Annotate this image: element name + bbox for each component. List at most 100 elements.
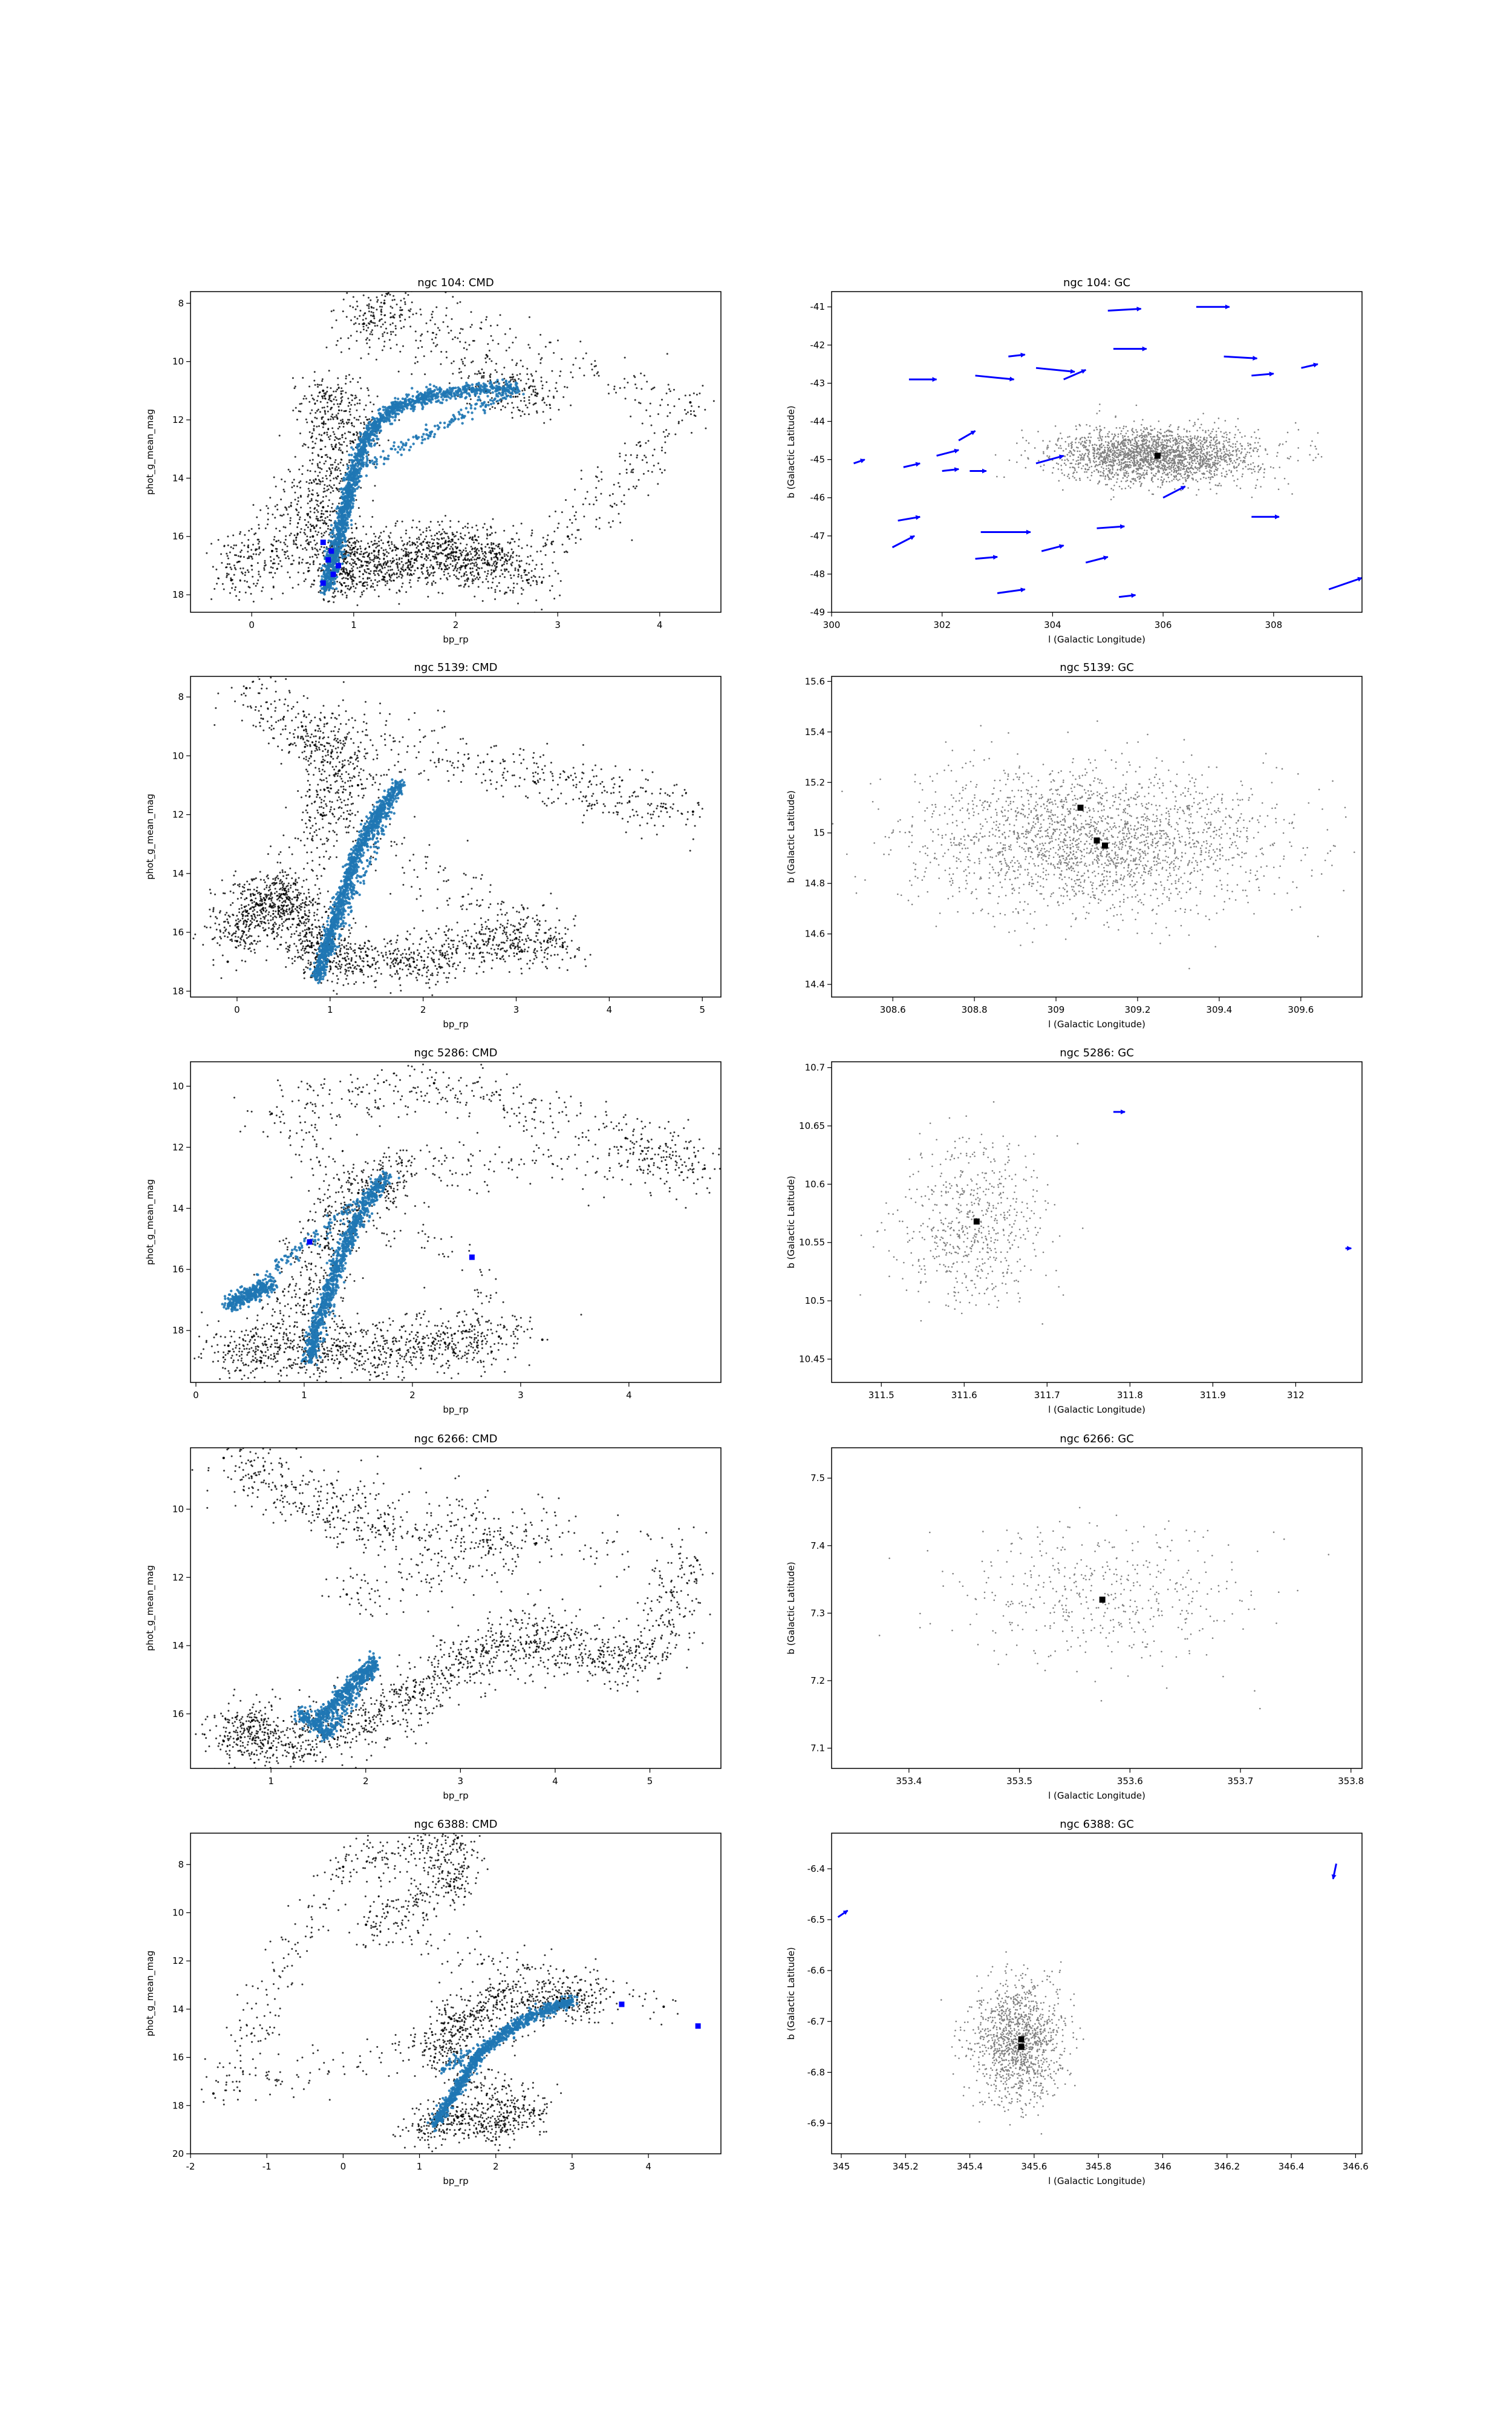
star-point xyxy=(313,425,315,427)
star-point xyxy=(331,445,333,448)
star-point xyxy=(409,310,411,312)
star-point xyxy=(339,546,342,550)
star-point xyxy=(651,471,653,473)
star-point xyxy=(426,573,429,575)
star-point xyxy=(318,567,321,569)
point xyxy=(270,549,273,552)
star-point xyxy=(653,448,656,451)
star-point xyxy=(613,503,616,505)
star-point xyxy=(650,388,653,390)
star-point xyxy=(443,531,446,533)
star-point xyxy=(507,541,509,544)
star-point xyxy=(336,339,339,342)
star-point xyxy=(330,443,333,446)
star-point xyxy=(407,554,409,556)
star-point xyxy=(415,560,418,562)
star-point xyxy=(464,384,468,387)
star-point xyxy=(437,545,440,548)
star-point xyxy=(457,393,460,397)
star-point xyxy=(499,575,501,577)
star-point xyxy=(595,496,597,499)
star-point xyxy=(489,358,491,360)
star-point xyxy=(356,583,358,586)
star-point xyxy=(510,538,513,540)
star-point xyxy=(551,585,553,587)
star-point xyxy=(235,544,238,546)
star-point xyxy=(350,275,351,277)
star-point xyxy=(341,514,344,517)
star-point xyxy=(515,364,517,367)
star-point xyxy=(490,574,492,576)
star-point xyxy=(341,594,344,596)
star-point xyxy=(349,442,351,445)
star-point xyxy=(278,539,280,541)
star-point xyxy=(426,570,428,572)
star-point xyxy=(478,549,480,552)
star-point xyxy=(319,411,321,413)
star-point xyxy=(411,543,414,546)
star-point xyxy=(307,446,310,448)
star-point xyxy=(497,558,499,561)
star-point xyxy=(420,435,424,439)
star-point xyxy=(666,353,668,355)
star-point xyxy=(1079,454,1081,456)
star-point xyxy=(512,407,515,409)
star-point xyxy=(365,451,368,455)
star-point xyxy=(353,576,355,578)
star-point xyxy=(689,410,692,412)
star-point xyxy=(481,376,483,379)
star-point xyxy=(645,456,647,459)
star-point xyxy=(504,570,506,572)
star-point xyxy=(451,318,453,320)
star-point xyxy=(360,553,362,555)
star-point xyxy=(607,384,610,386)
star-point xyxy=(378,444,380,446)
star-point xyxy=(372,583,374,585)
star-point xyxy=(367,564,369,567)
star-point xyxy=(323,462,325,465)
star-point xyxy=(1133,445,1135,447)
star-point xyxy=(418,538,420,540)
star-point xyxy=(321,512,323,515)
star-point xyxy=(321,380,324,382)
star-point xyxy=(327,583,330,586)
star-point xyxy=(466,578,468,581)
star-point xyxy=(340,351,342,353)
star-point xyxy=(529,347,531,349)
star-point xyxy=(289,520,292,522)
star-point xyxy=(346,521,349,524)
star-point xyxy=(426,581,429,584)
star-point xyxy=(337,384,339,386)
star-point xyxy=(414,330,417,333)
star-point xyxy=(484,357,487,359)
star-point xyxy=(347,526,350,529)
star-point xyxy=(369,561,371,563)
star-point xyxy=(386,332,388,335)
star-point xyxy=(518,560,521,563)
star-point xyxy=(504,333,506,335)
star-point xyxy=(486,575,488,577)
star-point xyxy=(487,564,489,566)
star-point xyxy=(471,580,474,583)
star-point xyxy=(366,304,368,307)
star-point xyxy=(460,575,463,578)
star-point xyxy=(515,532,518,534)
star-point xyxy=(244,591,247,594)
star-point xyxy=(347,578,349,580)
star-point xyxy=(392,444,396,448)
star-point xyxy=(467,392,471,395)
star-point xyxy=(282,526,285,528)
star-point xyxy=(302,548,304,551)
star-point xyxy=(354,523,357,525)
star-point xyxy=(476,529,478,531)
star-point xyxy=(388,552,390,554)
star-point xyxy=(513,574,515,577)
star-point xyxy=(377,557,380,559)
star-point xyxy=(314,547,316,549)
star-point xyxy=(332,431,334,433)
star-point xyxy=(429,574,431,576)
star-point xyxy=(452,414,455,417)
star-point xyxy=(432,580,435,583)
star-point xyxy=(458,566,461,569)
star-point xyxy=(689,394,691,396)
